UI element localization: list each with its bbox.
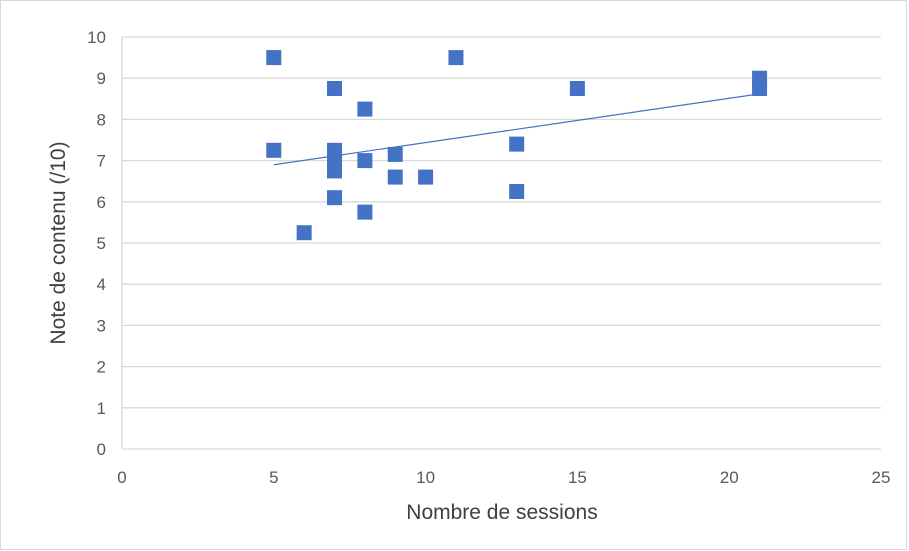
y-tick-label: 2 xyxy=(97,358,106,377)
data-point xyxy=(357,101,373,117)
data-point xyxy=(357,204,373,220)
trendline xyxy=(273,93,760,166)
data-point xyxy=(327,81,343,96)
x-tick-label: 15 xyxy=(568,468,587,487)
data-point xyxy=(357,153,373,169)
gridlines xyxy=(121,36,881,450)
x-tick-label: 0 xyxy=(117,468,126,487)
x-tick-label: 10 xyxy=(416,468,435,487)
y-tick-label: 5 xyxy=(97,234,106,253)
y-tick-label: 1 xyxy=(97,399,106,418)
y-tick-label: 10 xyxy=(87,28,106,47)
y-axis-tick-labels: 0 1 2 3 4 5 6 7 8 9 10 xyxy=(87,28,106,459)
y-axis-title: Note de contenu (/10) xyxy=(47,141,70,344)
data-point xyxy=(418,169,434,185)
y-tick-label: 4 xyxy=(97,275,106,294)
data-point xyxy=(387,169,403,185)
trendline-layer xyxy=(273,93,760,166)
data-point xyxy=(327,163,343,179)
data-points xyxy=(266,50,768,241)
y-tick-label: 7 xyxy=(97,152,106,171)
data-point xyxy=(509,136,525,152)
x-tick-label: 5 xyxy=(269,468,278,487)
data-point xyxy=(448,50,464,66)
data-point xyxy=(752,81,768,96)
x-tick-label: 20 xyxy=(720,468,739,487)
y-tick-label: 8 xyxy=(97,110,106,129)
data-point xyxy=(266,50,282,66)
data-point xyxy=(387,146,403,162)
x-axis-tick-labels: 0 5 10 15 20 25 xyxy=(117,468,890,487)
data-point xyxy=(296,225,312,241)
data-point xyxy=(327,190,343,206)
data-point xyxy=(569,81,585,96)
y-tick-label: 9 xyxy=(97,69,106,88)
data-point xyxy=(509,184,525,199)
x-tick-label: 25 xyxy=(872,468,891,487)
y-tick-label: 0 xyxy=(97,440,106,459)
y-tick-label: 3 xyxy=(97,316,106,335)
y-tick-label: 6 xyxy=(97,193,106,212)
x-axis-title: Nombre de sessions xyxy=(406,501,597,524)
data-point xyxy=(266,142,282,158)
